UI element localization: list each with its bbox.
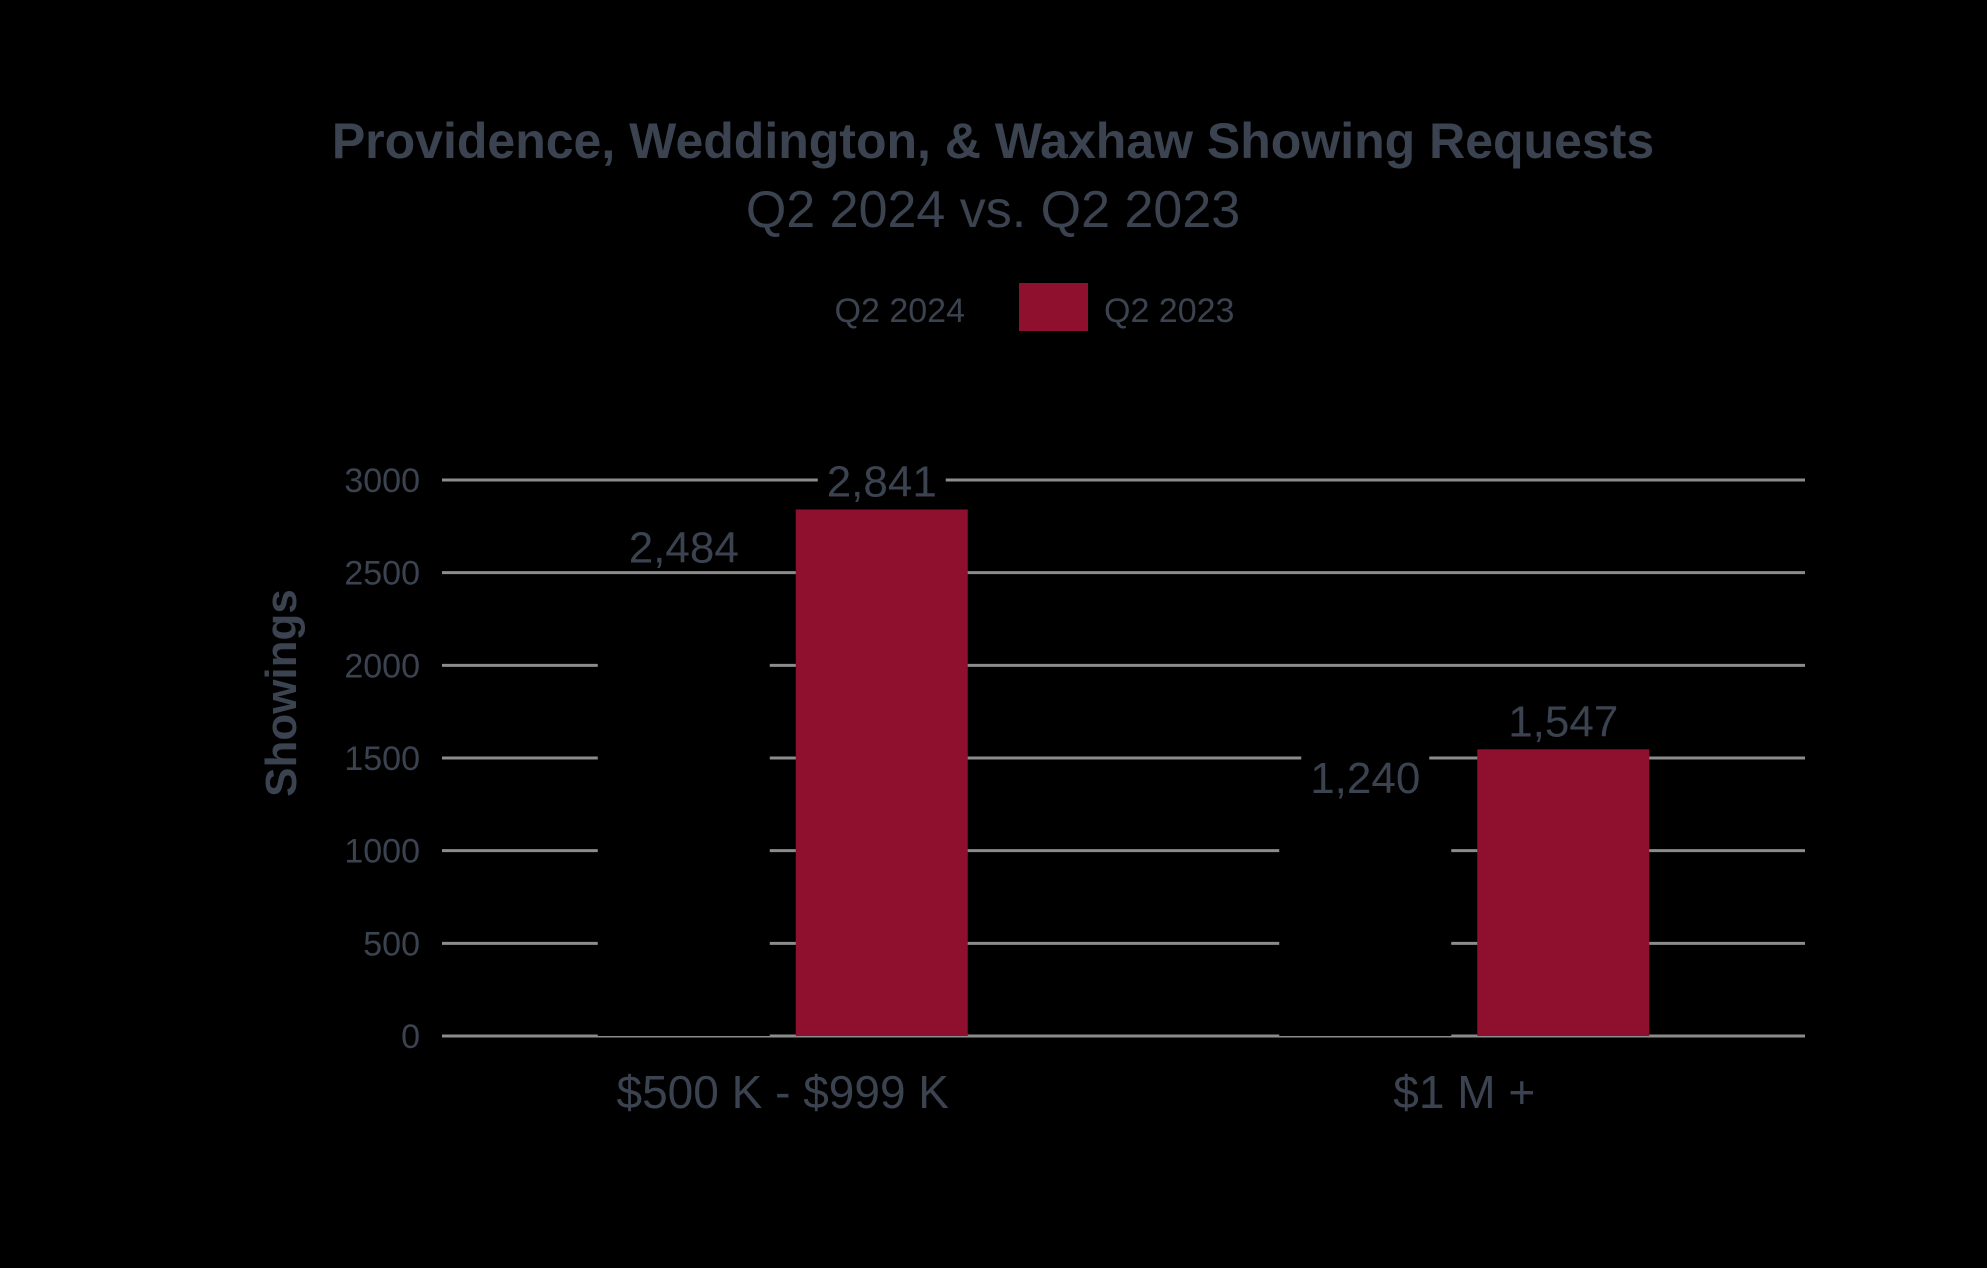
legend-label-q2-2023: Q2 2023 — [1104, 292, 1234, 330]
legend: Q2 2024 Q2 2023 — [835, 283, 1234, 331]
bar-q2-2024 — [597, 575, 770, 1036]
y-tick-label: 1000 — [344, 833, 420, 871]
data-label: 2,841 — [827, 457, 937, 506]
bar-q2-2023 — [1477, 749, 1650, 1036]
bar-q2-2024 — [1279, 806, 1452, 1036]
x-tick-label: $500 K - $999 K — [617, 1066, 950, 1118]
chart-title: Providence, Weddington, & Waxhaw Showing… — [332, 113, 1654, 169]
data-label: 1,240 — [1310, 754, 1420, 803]
legend-label-q2-2024: Q2 2024 — [835, 292, 965, 330]
bars — [597, 509, 1650, 1036]
y-tick-label: 3000 — [344, 462, 420, 500]
data-label-background — [817, 457, 946, 504]
data-label-background — [619, 523, 748, 570]
data-label: 2,484 — [629, 524, 739, 573]
y-axis-label: Showings — [257, 589, 306, 797]
y-tick-label: 1500 — [344, 740, 420, 778]
x-tick-label: $1 M + — [1393, 1066, 1535, 1118]
x-axis-ticks: $500 K - $999 K $1 M + — [617, 1066, 1536, 1118]
y-axis-ticks: 0 500 1000 1500 2000 2500 3000 — [344, 462, 420, 1056]
chart-subtitle: Q2 2024 vs. Q2 2023 — [746, 181, 1240, 239]
bar-q2-2023 — [795, 509, 968, 1036]
legend-swatch-q2-2023 — [1019, 283, 1088, 331]
data-label: 1,547 — [1508, 697, 1618, 746]
data-label-background — [1301, 754, 1430, 801]
y-tick-label: 500 — [363, 925, 420, 963]
y-tick-label: 2500 — [344, 555, 420, 593]
data-labels: 2,484 2,841 1,240 1,547 — [619, 457, 1628, 803]
y-tick-label: 0 — [401, 1018, 420, 1056]
data-label-background — [1499, 697, 1628, 744]
y-tick-label: 2000 — [344, 647, 420, 685]
